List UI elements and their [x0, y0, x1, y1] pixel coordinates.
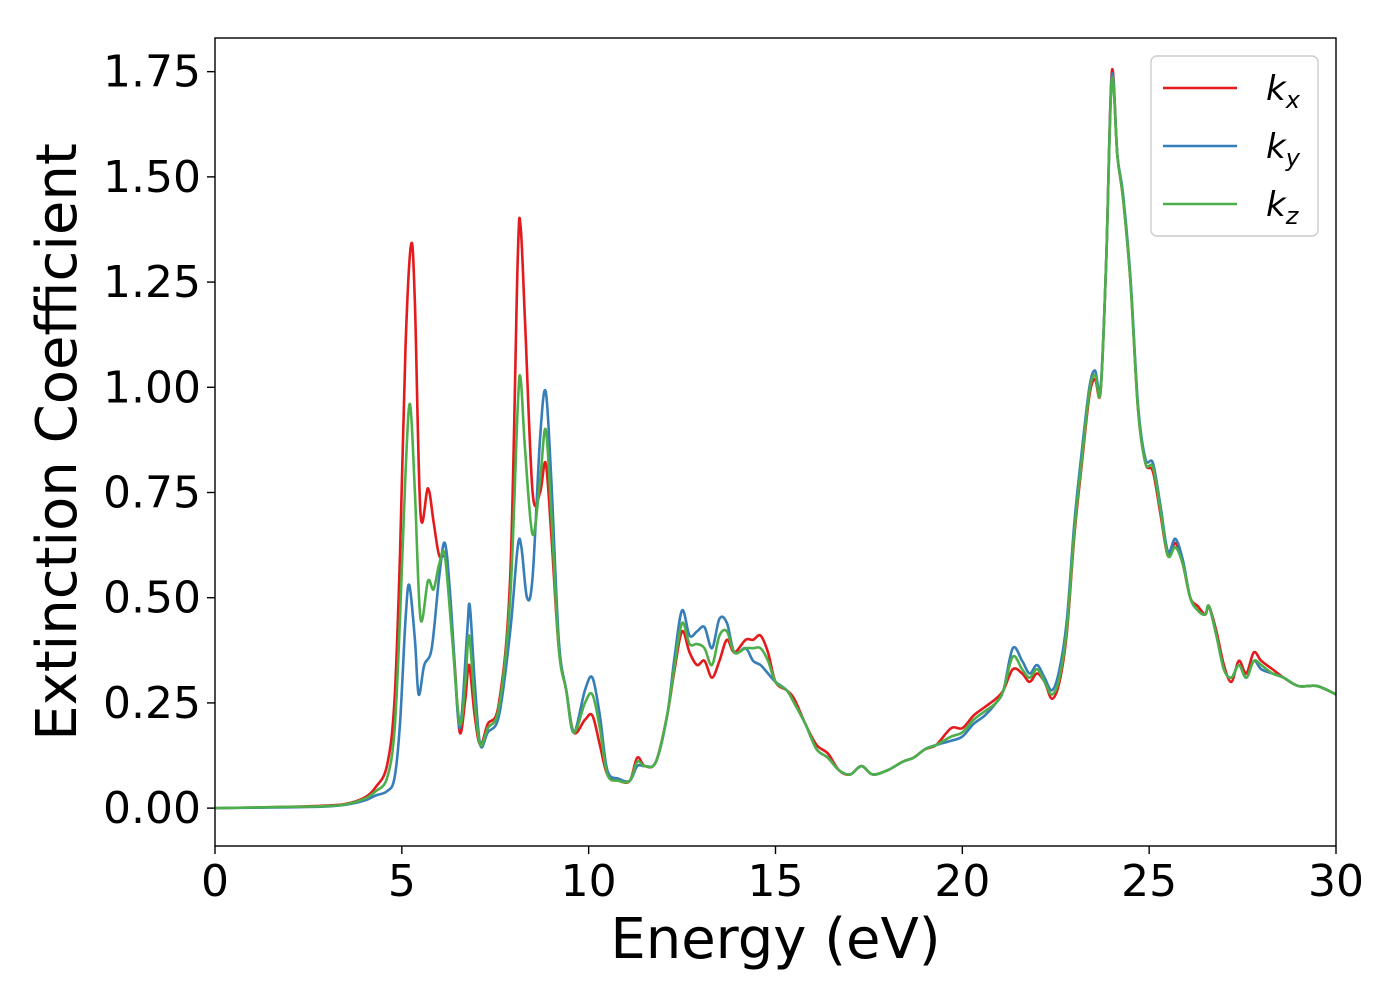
y-tick-label: 1.50	[103, 152, 201, 203]
y-tick-label: 0.75	[103, 468, 201, 519]
legend-label-base: k	[1266, 185, 1287, 225]
plot-area	[215, 67, 1336, 810]
y-tick-label: 1.25	[103, 257, 201, 308]
series-line-kz	[215, 76, 1336, 810]
y-tick-label: 1.75	[103, 47, 201, 98]
x-tick-label: 5	[388, 856, 416, 907]
y-axis-title: Extinction Coefficient	[25, 143, 90, 741]
y-tick-label: 0.50	[103, 573, 201, 624]
legend-label-ky: ky	[1266, 127, 1301, 172]
legend-label-kx: kx	[1266, 69, 1301, 114]
y-tick-label: 1.00	[103, 362, 201, 413]
legend-label-kz: kz	[1266, 185, 1300, 230]
legend-label-subscript: z	[1285, 202, 1300, 230]
x-tick-label: 30	[1308, 856, 1364, 907]
x-tick-label: 10	[561, 856, 617, 907]
x-tick-label: 0	[201, 856, 229, 907]
y-tick-label: 0.25	[103, 678, 201, 729]
x-axis-title: Energy (eV)	[610, 907, 940, 972]
x-tick-label: 25	[1121, 856, 1177, 907]
ticks-layer: 0 5 10 15 20 25 30 0.00 0.25 0.50 0.75 1.00 1.25 1.50…	[103, 47, 1364, 907]
x-tick-label: 20	[934, 856, 990, 907]
legend-label-subscript: x	[1285, 86, 1301, 114]
legend-label-base: k	[1266, 127, 1287, 167]
axes-frame	[214, 37, 1337, 847]
legend-label-subscript: y	[1285, 144, 1301, 172]
x-tick-label: 15	[748, 856, 804, 907]
y-tick-label: 0.00	[103, 783, 201, 834]
legend-label-base: k	[1266, 69, 1287, 109]
